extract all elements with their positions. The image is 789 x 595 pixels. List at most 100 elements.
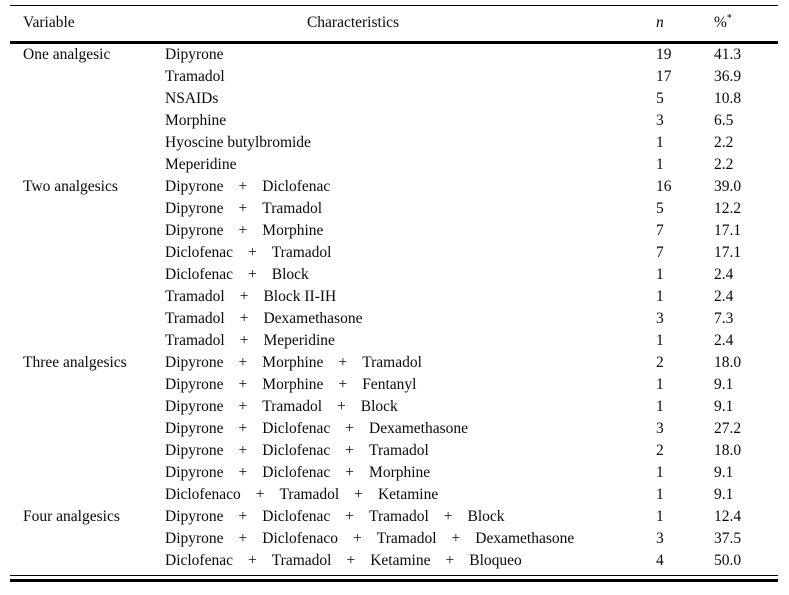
n-cell: 1	[656, 134, 664, 151]
characteristics-cell: Dipyrone + Diclofenac	[165, 176, 656, 198]
percent-cell: 50.0	[714, 552, 742, 569]
drug-name: Tramadol	[165, 310, 225, 327]
drug-name: Hyoscine butylbromide	[165, 134, 311, 151]
table-row: Four analgesics Dipyrone + Diclofenac + Trama…	[10, 506, 778, 528]
drug-name: Morphine	[165, 112, 227, 129]
analgesics-table: Variable Characteristics n %* One analge…	[10, 5, 778, 576]
plus-separator: +	[248, 244, 257, 261]
drug-name: Tramadol	[271, 244, 332, 261]
drug-name: Diclofenac	[165, 552, 233, 569]
plus-separator: +	[337, 398, 346, 415]
bottom-rule	[10, 579, 778, 582]
drug-name: Tramadol	[165, 332, 225, 349]
percent-cell: 9.1	[714, 486, 734, 503]
characteristics-cell: Dipyrone + Morphine + Fentanyl	[165, 374, 656, 396]
drug-name: Tramadol	[165, 288, 225, 305]
percent-cell: 12.2	[714, 200, 742, 217]
percent-cell: 39.0	[714, 178, 742, 195]
n-cell: 1	[656, 376, 664, 393]
drug-name: Meperidine	[165, 156, 237, 173]
percent-cell: 2.2	[714, 156, 734, 173]
table-row: Morphine 3 6.5	[10, 110, 778, 132]
n-cell: 7	[656, 244, 664, 261]
table-row: Dipyrone + Diclofenac + Tramadol 2 18.0	[10, 440, 778, 462]
characteristics-cell: Diclofenac + Tramadol + Ketamine + Bloqueo	[165, 550, 656, 576]
n-cell: 1	[656, 398, 664, 415]
characteristics-cell: Diclofenaco + Tramadol + Ketamine	[165, 484, 656, 506]
drug-name: Block	[271, 266, 309, 283]
percent-cell: 27.2	[714, 420, 742, 437]
characteristics-cell: Diclofenac + Tramadol	[165, 242, 656, 264]
plus-separator: +	[239, 310, 249, 327]
characteristics-cell: Dipyrone + Morphine + Tramadol	[165, 352, 656, 374]
n-cell: 1	[656, 266, 664, 283]
drug-name: Diclofenac	[262, 420, 331, 437]
plus-separator: +	[354, 486, 363, 503]
table-body: One analgesic Dipyrone 19 41.3 Tramadol 17 36.…	[10, 43, 778, 576]
characteristics-cell: Dipyrone + Diclofenac + Tramadol + Block	[165, 506, 656, 528]
plus-separator: +	[451, 530, 461, 547]
drug-name: Tramadol	[362, 354, 422, 371]
header-row: Variable Characteristics n %*	[10, 6, 778, 43]
drug-name: Dipyrone	[165, 442, 224, 459]
drug-name: Diclofenac	[165, 266, 233, 283]
plus-separator: +	[338, 354, 348, 371]
percent-cell: 9.1	[714, 464, 734, 481]
drug-name: Ketamine	[370, 552, 431, 569]
characteristics-cell: Dipyrone + Diclofenaco + Tramadol + Dexamethas…	[165, 528, 656, 550]
drug-name: Fentanyl	[362, 376, 417, 393]
drug-name: Diclofenac	[262, 178, 331, 195]
percent-cell: 2.4	[714, 288, 734, 305]
drug-name: Block	[467, 508, 505, 525]
plus-separator: +	[346, 552, 356, 569]
percent-cell: 9.1	[714, 376, 734, 393]
variable-group-label: One analgesic	[23, 46, 111, 63]
table-row: Hyoscine butylbromide 1 2.2	[10, 132, 778, 154]
drug-name: Diclofenac	[165, 244, 233, 261]
plus-separator: +	[338, 376, 348, 393]
drug-name: Tramadol	[262, 398, 323, 415]
table-row: Diclofenac + Tramadol 7 17.1	[10, 242, 778, 264]
footnote-asterisk: *	[726, 12, 732, 24]
n-cell: 1	[656, 486, 664, 503]
percent-cell: 10.8	[714, 90, 742, 107]
characteristics-cell: Dipyrone	[165, 43, 656, 67]
percent-sign: %	[714, 14, 727, 31]
characteristics-cell: Tramadol	[165, 66, 656, 88]
drug-name: Diclofenaco	[262, 530, 339, 547]
drug-name: NSAIDs	[165, 90, 219, 107]
n-cell: 4	[656, 552, 664, 569]
percent-cell: 18.0	[714, 442, 742, 459]
drug-name: Ketamine	[377, 486, 439, 503]
percent-cell: 17.1	[714, 222, 742, 239]
drug-name: Dipyrone	[165, 530, 224, 547]
drug-name: Tramadol	[271, 552, 332, 569]
n-cell: 1	[656, 508, 664, 525]
characteristics-cell: Dipyrone + Morphine	[165, 220, 656, 242]
characteristics-cell: Hyoscine butylbromide	[165, 132, 656, 154]
table-row: Diclofenac + Tramadol + Ketamine + Bloqueo 4 50.…	[10, 550, 778, 576]
percent-cell: 9.1	[714, 398, 734, 415]
table-row: Two analgesics Dipyrone + Diclofenac 16 39.0	[10, 176, 778, 198]
n-cell: 5	[656, 90, 664, 107]
table-row: Dipyrone + Diclofenac + Morphine 1 9.1	[10, 462, 778, 484]
drug-name: Tramadol	[262, 200, 323, 217]
plus-separator: +	[238, 442, 248, 459]
characteristics-cell: Dipyrone + Tramadol	[165, 198, 656, 220]
drug-name: Tramadol	[279, 486, 340, 503]
table-row: Diclofenac + Block 1 2.4	[10, 264, 778, 286]
drug-name: Dexamethasone	[475, 530, 575, 547]
percent-cell: 2.4	[714, 332, 734, 349]
plus-separator: +	[238, 376, 248, 393]
plus-separator: +	[353, 530, 362, 547]
header-n: n	[656, 14, 664, 31]
characteristics-cell: Diclofenac + Block	[165, 264, 656, 286]
percent-cell: 2.4	[714, 266, 734, 283]
plus-separator: +	[238, 398, 248, 415]
drug-name: Block II-IH	[263, 288, 337, 305]
drug-name: Dipyrone	[165, 398, 224, 415]
drug-name: Morphine	[262, 354, 324, 371]
drug-name: Dexamethasone	[263, 310, 363, 327]
table-row: Dipyrone + Morphine 7 17.1	[10, 220, 778, 242]
percent-cell: 41.3	[714, 46, 742, 63]
